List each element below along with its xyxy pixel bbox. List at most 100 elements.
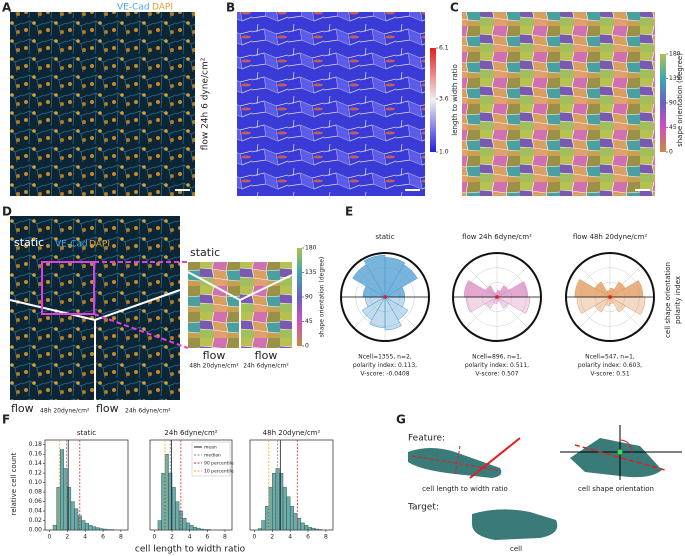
bar <box>175 501 180 531</box>
y-tick-label: 0.04 <box>29 508 43 515</box>
y-tick-label: 0.00 <box>29 527 43 534</box>
colorbar-tick-label: 90 <box>669 100 677 107</box>
legend-label: 90 percentile <box>204 461 234 467</box>
colorbar-tick-label: 135 <box>669 75 681 82</box>
colorbar <box>430 48 436 152</box>
colorbar-tick-label: 6.1 <box>439 45 449 52</box>
chart-title: static <box>77 429 96 437</box>
bar <box>304 525 309 531</box>
stat-text: polarity index: 0.511, <box>465 362 529 369</box>
panel-label: E <box>345 205 353 219</box>
legend-box <box>191 441 231 477</box>
bar <box>307 526 312 531</box>
polar-spoke <box>578 296 611 329</box>
condition-label: flow 24h 6 dyne/cm² <box>201 57 211 150</box>
region-sublabel: 48h 20dyne/cm² <box>40 408 90 415</box>
bar <box>200 528 204 531</box>
region-label: flow <box>96 402 119 415</box>
chart-title: 24h 6dyne/cm² <box>164 429 217 437</box>
rose-sector <box>493 296 498 304</box>
bar <box>264 506 269 531</box>
bar <box>311 527 316 531</box>
x-tick-label: 8 <box>223 534 227 541</box>
scale-bar <box>175 189 190 191</box>
x-tick-label: 4 <box>83 534 87 541</box>
bar <box>52 525 57 531</box>
x-axis-label: cell length to width ratio <box>135 545 246 555</box>
chart-title: flow 24h 6dyne/cm² <box>462 233 532 241</box>
legend-label: median <box>204 453 221 459</box>
bar <box>314 528 319 531</box>
segmentation-map <box>237 12 425 196</box>
stat-text: polarity index: 0.113, <box>353 362 417 369</box>
region-label: flow <box>255 349 278 362</box>
feature-label: cell length to width ratio <box>422 485 508 493</box>
panel-label: F <box>2 413 10 427</box>
divider <box>469 437 521 479</box>
stat-text: Ncell=896, n=1, <box>472 354 522 361</box>
y-tick-label: 0.08 <box>29 489 43 496</box>
bar <box>272 472 277 531</box>
x-tick-label: 4 <box>288 534 292 541</box>
bar <box>182 517 187 531</box>
feature-label: cell shape orientation <box>578 485 654 493</box>
stat-text: polarity index: 0.603, <box>578 362 642 369</box>
bar <box>286 496 291 531</box>
polar-spoke <box>609 296 642 329</box>
rose-sector <box>609 287 615 298</box>
bar <box>95 527 100 531</box>
angle-arc <box>619 439 633 453</box>
colorbar-tick-label: 90 <box>305 294 313 301</box>
panel-label: A <box>2 1 12 15</box>
bar <box>289 506 294 531</box>
stat-text: V-score: 0.51 <box>590 371 630 378</box>
colorbar-tick-label: 180 <box>305 245 317 252</box>
x-tick-label: 2 <box>170 534 174 541</box>
stat-text: V-score: 0.507 <box>475 371 518 378</box>
polar-center <box>608 295 612 299</box>
scale-bar <box>635 189 650 191</box>
bar <box>171 487 176 531</box>
bar <box>261 520 266 531</box>
bar <box>92 526 97 531</box>
cell-shape <box>472 509 558 540</box>
rose-sector <box>485 296 498 309</box>
section-label: Feature: <box>408 434 445 444</box>
polar-spoke <box>496 296 529 329</box>
x-tick-label: 6 <box>306 534 310 541</box>
x-tick-label: 8 <box>119 534 123 541</box>
colorbar <box>297 248 302 346</box>
micrograph <box>10 12 195 196</box>
region-label: flow <box>11 402 34 415</box>
bar <box>282 487 287 531</box>
panel-label: G <box>396 413 406 427</box>
chart-title: static <box>375 233 394 241</box>
y-tick-label: 0.02 <box>29 517 43 524</box>
bar <box>59 449 64 531</box>
region-divider <box>187 271 293 348</box>
bar <box>293 513 298 531</box>
x-tick-label: 0 <box>253 534 257 541</box>
colorbar-tick-label: 180 <box>669 51 681 58</box>
axis-label: cell shape orientation <box>664 262 672 338</box>
y-axis-label: relative cell count <box>10 452 18 515</box>
y-tick-label: 0.16 <box>29 451 43 458</box>
bar <box>99 528 104 531</box>
bar <box>84 523 89 531</box>
region-sublabel: 48h 20dyne/cm² <box>189 363 239 370</box>
bar <box>189 525 194 531</box>
stain-label: DAPI <box>152 3 173 13</box>
colorbar-label: length to width ratio <box>451 64 459 135</box>
chart-title: 48h 20dyne/cm² <box>263 429 321 437</box>
legend-label: mean <box>204 446 217 451</box>
polar-center <box>495 295 499 299</box>
polar-spoke <box>384 296 417 329</box>
rose-sector <box>496 285 509 298</box>
axis-label: polarity index <box>674 276 682 324</box>
stain-label: DAPI <box>89 240 110 250</box>
bar <box>74 508 79 531</box>
bar <box>193 526 197 531</box>
rose-sector <box>609 281 626 298</box>
section-label: Target: <box>407 503 439 513</box>
